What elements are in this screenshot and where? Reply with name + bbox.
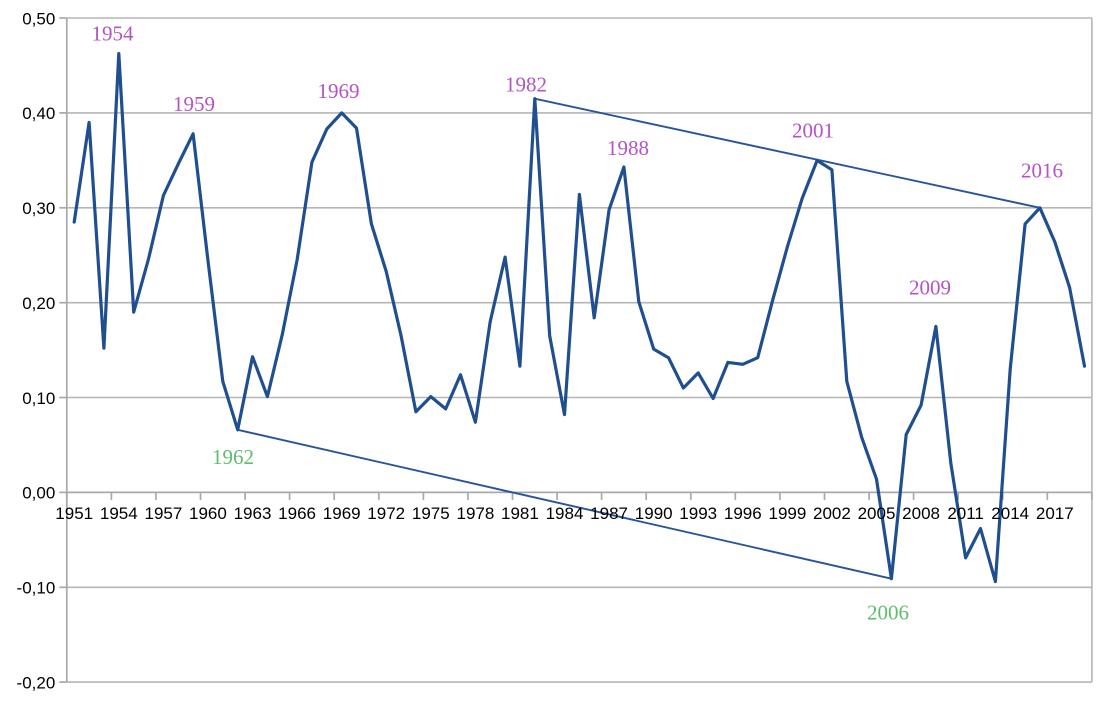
svg-text:1988: 1988 (607, 136, 649, 160)
svg-text:-0,10: -0,10 (17, 579, 56, 598)
svg-text:2011: 2011 (947, 504, 984, 523)
svg-text:1969: 1969 (323, 504, 361, 523)
svg-text:2001: 2001 (792, 119, 834, 143)
svg-text:1966: 1966 (278, 504, 316, 523)
svg-text:1960: 1960 (189, 504, 227, 523)
svg-text:0,00: 0,00 (22, 484, 55, 503)
svg-text:1978: 1978 (456, 504, 494, 523)
svg-text:2017: 2017 (1036, 504, 1074, 523)
svg-text:0,50: 0,50 (22, 9, 55, 28)
svg-text:2005: 2005 (858, 504, 896, 523)
svg-text:1982: 1982 (505, 73, 547, 97)
svg-text:1959: 1959 (173, 92, 215, 116)
svg-text:2009: 2009 (909, 276, 951, 300)
svg-text:1969: 1969 (318, 79, 360, 103)
svg-text:1951: 1951 (55, 504, 93, 523)
svg-text:0,30: 0,30 (22, 199, 55, 218)
svg-text:0,20: 0,20 (22, 294, 55, 313)
svg-text:1963: 1963 (234, 504, 272, 523)
svg-text:1987: 1987 (590, 504, 628, 523)
svg-text:1999: 1999 (768, 504, 806, 523)
svg-text:2016: 2016 (1021, 158, 1063, 182)
svg-text:1975: 1975 (412, 504, 450, 523)
svg-text:1996: 1996 (724, 504, 762, 523)
svg-text:-0,20: -0,20 (17, 673, 56, 692)
svg-text:2002: 2002 (813, 504, 851, 523)
svg-text:1993: 1993 (679, 504, 717, 523)
svg-text:1954: 1954 (92, 21, 135, 45)
svg-text:1954: 1954 (100, 504, 138, 523)
svg-text:1981: 1981 (501, 504, 539, 523)
svg-text:1957: 1957 (144, 504, 182, 523)
svg-text:1962: 1962 (212, 445, 254, 469)
svg-text:0,10: 0,10 (22, 389, 55, 408)
svg-text:2006: 2006 (867, 600, 909, 624)
svg-text:1984: 1984 (546, 504, 584, 523)
svg-text:2014: 2014 (991, 504, 1029, 523)
svg-text:2008: 2008 (902, 504, 940, 523)
svg-text:1972: 1972 (367, 504, 405, 523)
svg-text:0,40: 0,40 (22, 104, 55, 123)
svg-text:1990: 1990 (635, 504, 673, 523)
